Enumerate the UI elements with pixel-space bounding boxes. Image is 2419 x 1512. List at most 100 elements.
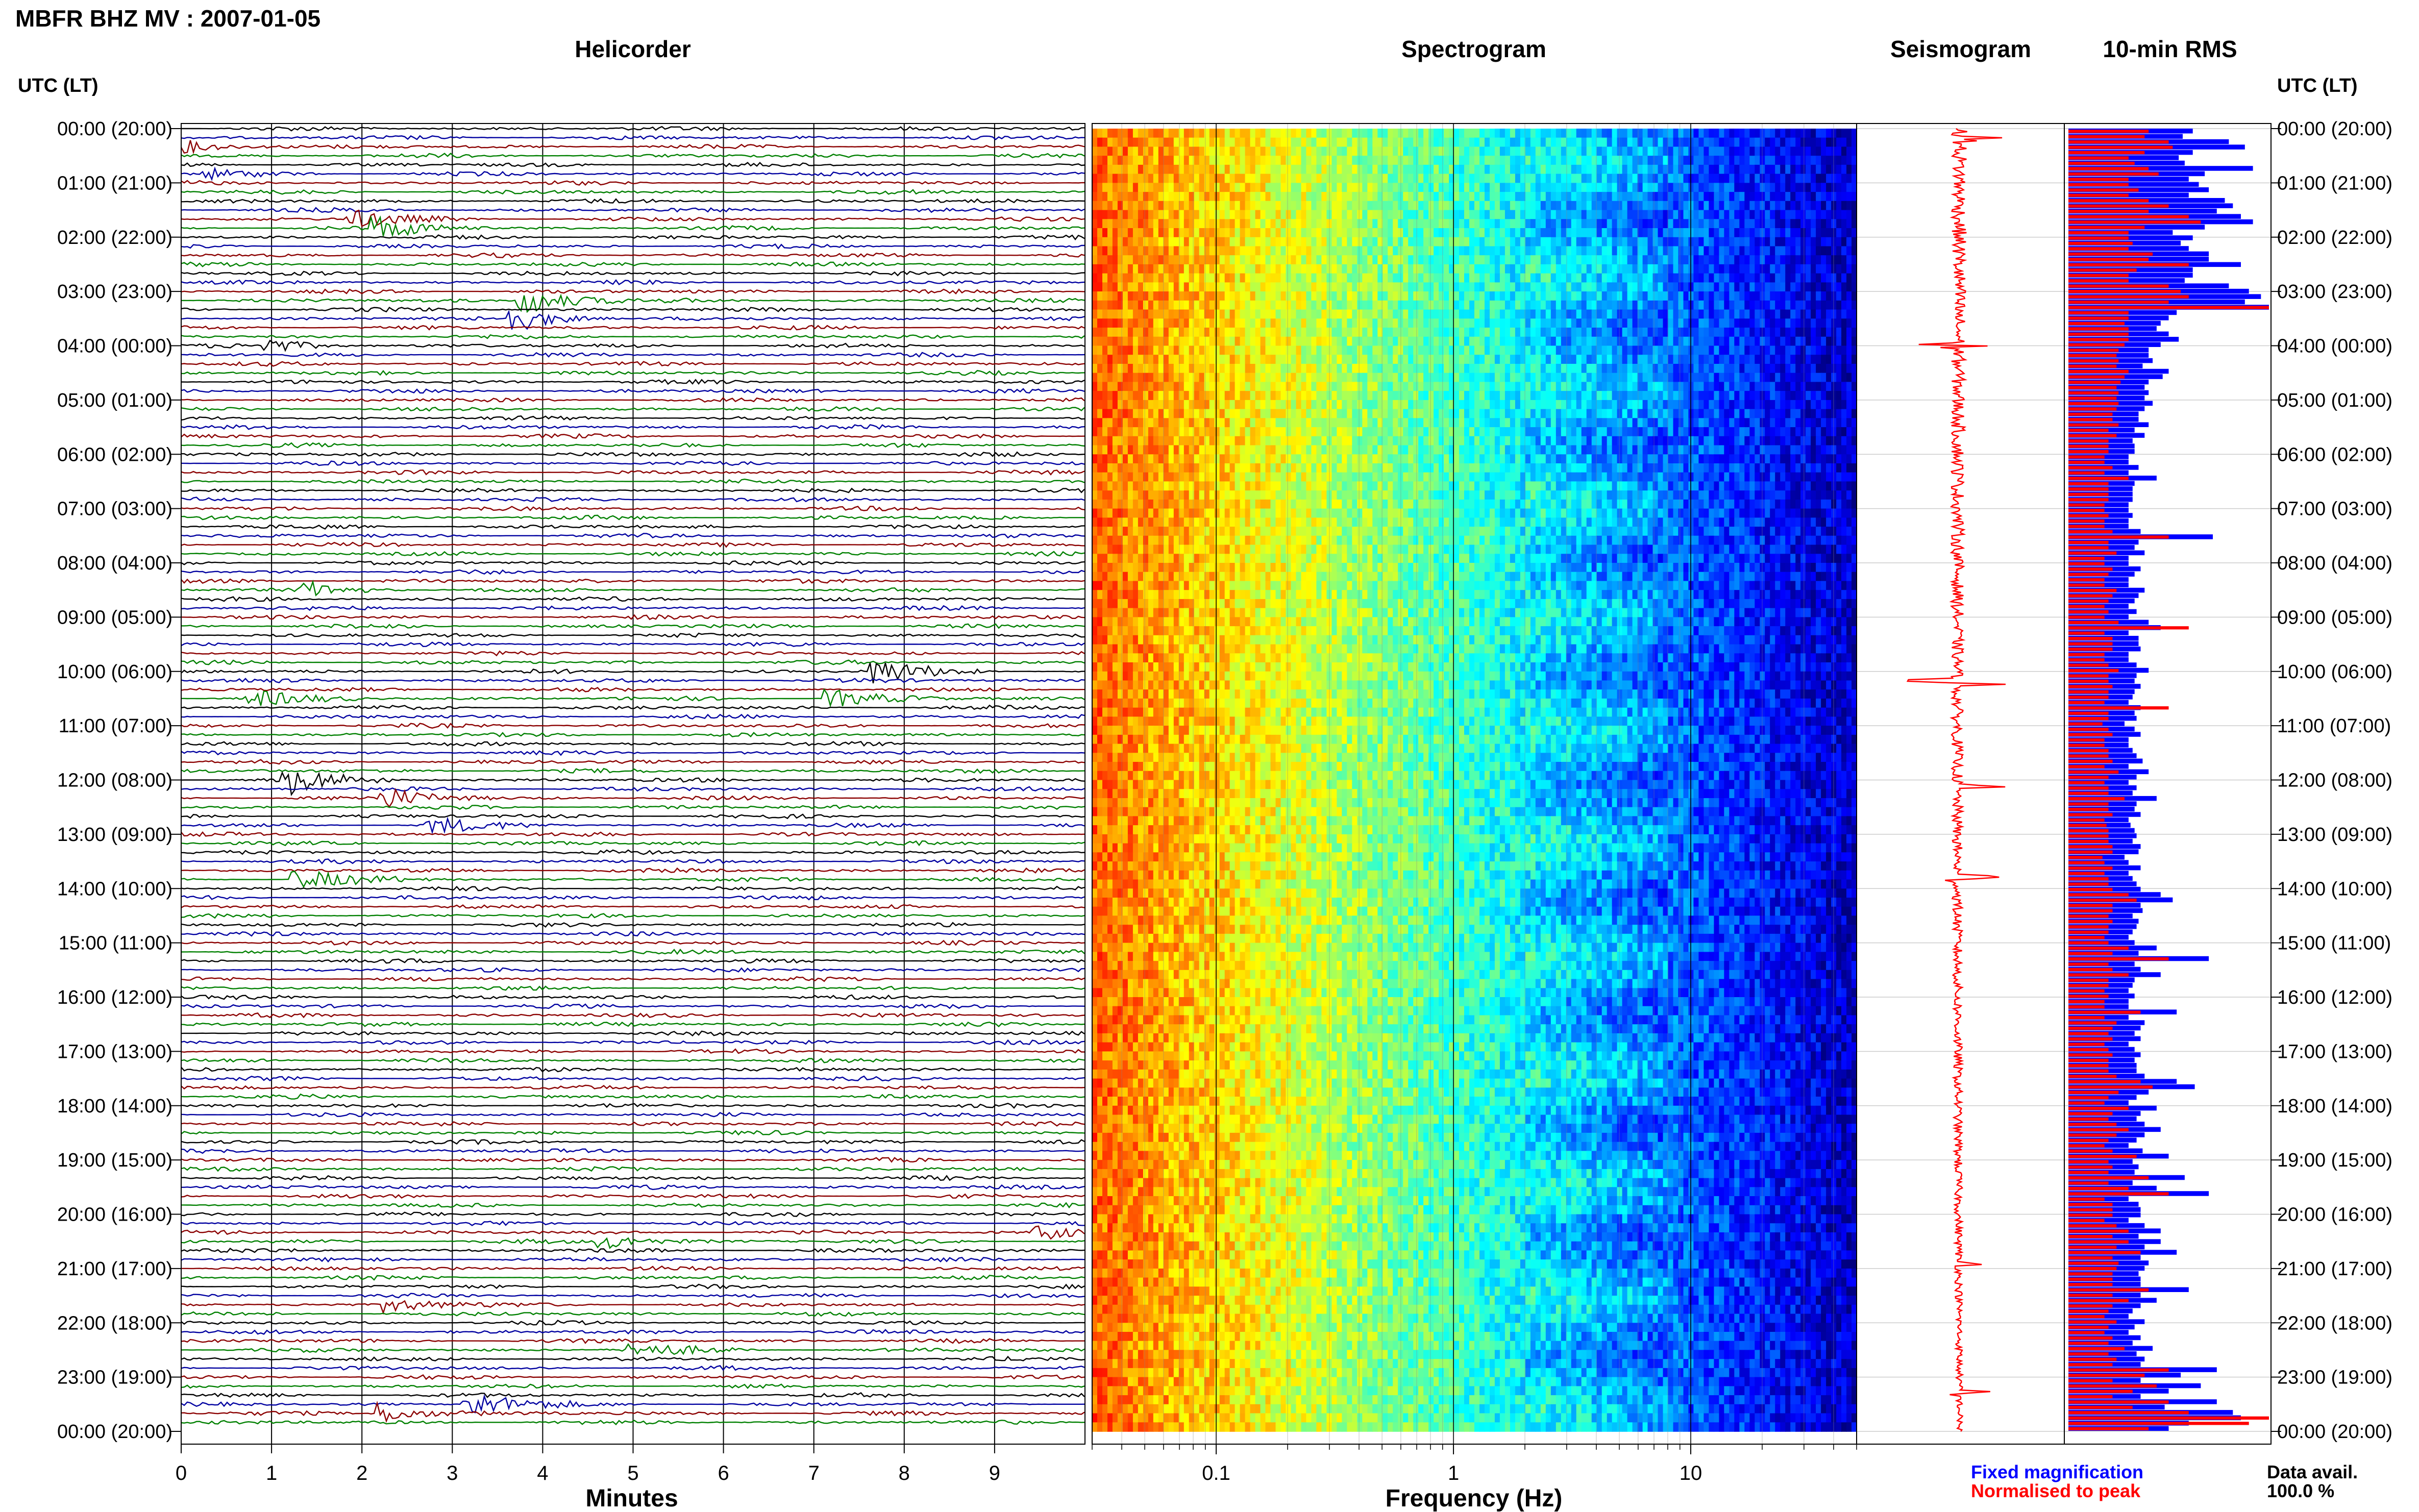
spectrogram-cell (1586, 264, 1592, 274)
spectrogram-cell (1321, 146, 1327, 156)
spectrogram-cell (1301, 373, 1307, 383)
spectrogram-cell (1388, 355, 1393, 364)
spectrogram-cell (1576, 273, 1582, 283)
spectrogram-cell (1342, 164, 1348, 175)
spectrogram-cell (1576, 255, 1582, 265)
spectrogram-cell (1709, 164, 1715, 175)
spectrogram-cell (1214, 219, 1220, 229)
spectrogram-cell (1367, 137, 1373, 147)
spectrogram-cell (1275, 273, 1281, 283)
spectrogram-cell (1255, 273, 1261, 283)
spectrogram-cell (1132, 400, 1139, 410)
spectrogram-cell (1459, 219, 1465, 229)
spectrogram-cell (1439, 210, 1444, 220)
spectrogram-cell (1678, 192, 1684, 202)
spectrogram-cell (1479, 282, 1485, 292)
spectrogram-cell (1612, 291, 1618, 301)
spectrogram-cell (1265, 246, 1271, 256)
spectrogram-cell (1219, 373, 1225, 383)
spectrogram-cell (1652, 129, 1659, 138)
spectrogram-cell (1112, 137, 1118, 147)
spectrogram-cell (1219, 355, 1225, 364)
spectrogram-cell (1617, 391, 1623, 401)
spectrogram-cell (1683, 291, 1689, 301)
spectrogram-cell (1362, 173, 1368, 184)
helicorder-trace (181, 605, 1085, 611)
spectrogram-cell (1168, 255, 1174, 265)
spectrogram-cell (1535, 273, 1541, 283)
spectrogram-cell (1601, 400, 1608, 410)
spectrogram-cell (1428, 273, 1434, 283)
spectrogram-cell (1357, 355, 1363, 364)
spectrogram-cell (1765, 364, 1770, 374)
spectrogram-cell (1490, 382, 1495, 391)
spectrogram-cell (1581, 255, 1587, 265)
spectrogram-cell (1525, 355, 1531, 364)
spectrogram-cell (1591, 129, 1597, 138)
spectrogram-cell (1097, 400, 1103, 410)
spectrogram-cell (1352, 345, 1358, 355)
spectrogram-cell (1540, 309, 1546, 319)
spectrogram-cell (1627, 409, 1633, 419)
spectrogram-cell (1499, 164, 1505, 175)
spectrogram-cell (1291, 336, 1297, 346)
spectrogram-cell (1204, 255, 1210, 265)
spectrogram-cell (1678, 264, 1684, 274)
spectrogram-cell (1194, 210, 1200, 220)
spectrogram-cell (1561, 355, 1567, 364)
helicorder-trace (181, 1300, 1085, 1315)
spectrogram-cell (1224, 164, 1230, 175)
spectrogram-cell (1806, 373, 1811, 383)
spectrogram-cell (1831, 382, 1837, 391)
spectrogram-cell (1765, 273, 1770, 283)
spectrogram-cell (1678, 373, 1684, 383)
spectrogram-cell (1092, 210, 1098, 220)
spectrogram-cell (1275, 201, 1281, 211)
spectrogram-cell (1535, 345, 1541, 355)
spectrogram-cell (1219, 192, 1225, 202)
spectrogram-cell (1479, 336, 1485, 346)
spectrogram-cell (1321, 129, 1327, 138)
spectrogram-cell (1591, 382, 1597, 391)
spectrogram-cell (1311, 336, 1317, 346)
spectrogram-cell (1852, 219, 1857, 229)
spectrogram-cell (1127, 201, 1133, 211)
spectrogram-cell (1852, 146, 1857, 156)
spectrogram-cell (1331, 129, 1338, 138)
helicorder-trace (181, 514, 1085, 520)
spectrogram-cell (1280, 373, 1287, 383)
spectrogram-cell (1525, 219, 1531, 229)
spectrogram-cell (1780, 309, 1786, 319)
spectrogram-cell (1097, 264, 1103, 274)
spectrogram-cell (1107, 336, 1113, 346)
spectrogram-cell (1816, 409, 1821, 419)
spectrogram-cell (1280, 146, 1287, 156)
spectrogram-cell (1153, 201, 1159, 211)
spectrogram-cell (1515, 318, 1521, 328)
spectrogram-cell (1647, 355, 1653, 364)
spectrogram-cell (1530, 328, 1536, 337)
spectrogram-cell (1841, 355, 1847, 364)
spectrogram-cell (1117, 219, 1123, 229)
spectrogram-cell (1576, 400, 1582, 410)
spectrogram-cell (1377, 129, 1384, 138)
spectrogram-cell (1816, 129, 1821, 138)
helicorder-trace (181, 541, 1085, 548)
spectrogram-cell (1265, 173, 1271, 184)
spectrogram-cell (1719, 183, 1725, 192)
spectrogram-cell (1270, 146, 1276, 156)
spectrogram-cell (1668, 210, 1674, 220)
spectrogram-cell (1474, 228, 1480, 238)
spectrogram-cell (1719, 355, 1725, 364)
spectrogram-cell (1683, 409, 1689, 419)
spectrogram-cell (1214, 291, 1220, 301)
spectrogram-cell (1566, 156, 1572, 165)
spectrogram-cell (1158, 282, 1164, 292)
spectrogram-cell (1357, 409, 1363, 419)
spectrogram-cell (1097, 173, 1103, 184)
spectrogram-cell (1275, 246, 1281, 256)
spectrogram-cell (1342, 264, 1348, 274)
spectrogram-cell (1388, 391, 1393, 401)
spectrogram-cell (1209, 273, 1215, 283)
spectrogram-cell (1780, 391, 1786, 401)
